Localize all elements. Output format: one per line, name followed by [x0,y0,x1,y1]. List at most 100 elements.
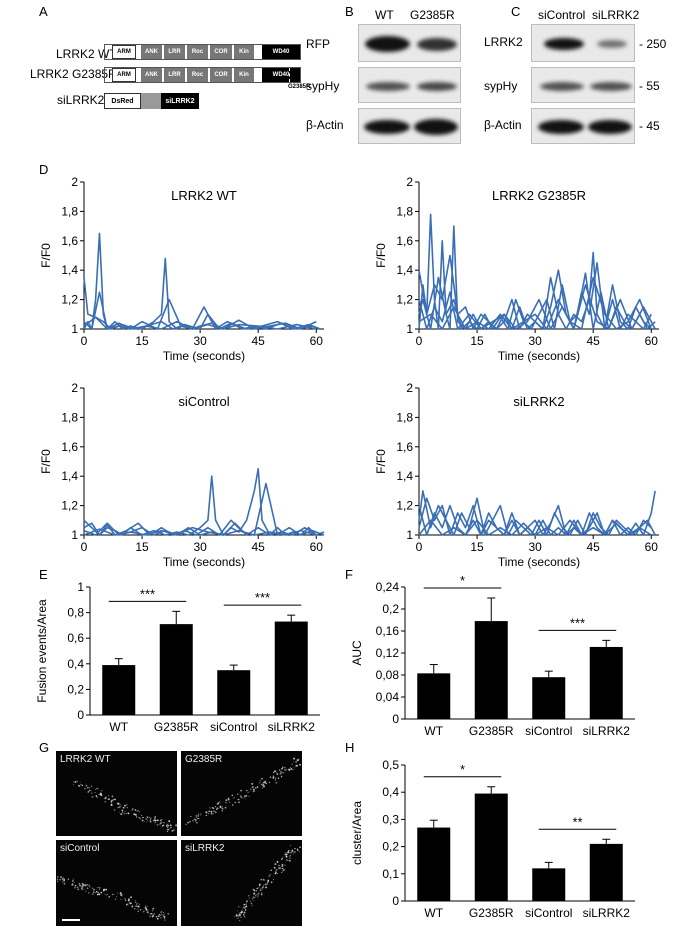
punctum [237,915,239,917]
panel-letter-d: D [39,162,49,177]
mutation-label: G2385R [288,84,311,90]
punctum [270,869,273,872]
punctum [267,879,270,882]
punctum [136,904,137,906]
punctum [109,895,111,898]
punctum [139,817,142,820]
punctum [95,890,98,893]
punctum [137,809,139,812]
punctum [244,916,246,918]
punctum [210,810,213,813]
punctum [296,759,299,762]
punctum [80,784,82,786]
punctum [98,886,101,889]
punctum [131,809,133,811]
punctum [155,820,157,821]
bar [532,677,566,719]
punctum [281,867,284,870]
punctum [170,825,172,827]
punctum [279,772,282,775]
punctum [274,779,277,781]
panel-letter-e: E [39,567,48,582]
x-tick-label: 45 [252,334,266,348]
punctum [77,888,79,891]
punctum [258,883,261,886]
punctum [243,903,245,906]
punctum [149,818,152,820]
punctum [219,806,222,809]
punctum [154,819,157,822]
punctum [161,825,164,827]
punctum [290,845,291,847]
punctum [251,897,254,900]
punctum [142,816,144,819]
punctum [101,790,103,792]
x-tick-label: 60 [645,334,659,348]
blot-band [365,36,410,52]
punctum [272,879,275,881]
punctum [91,792,93,794]
punctum [280,771,283,774]
punctum [136,816,138,818]
y-tick-label: 0,1 [382,867,399,881]
punctum [248,896,250,898]
punctum [56,880,59,883]
punctum [63,878,66,880]
punctum [265,886,268,889]
panel-letter-h: H [345,740,355,755]
blot-band [597,40,627,48]
blot-strip-lrrk2 [531,24,635,62]
punctum [168,820,171,823]
punctum [288,856,290,858]
punctum [152,819,155,822]
punctum [289,857,291,859]
x-tick-label: 15 [470,334,484,348]
punctum [81,885,84,888]
punctum [291,849,294,852]
y-tick-label: 0,2 [382,602,399,616]
punctum [95,788,98,790]
punctum [258,781,261,784]
punctum [238,913,241,916]
punctum [97,797,99,799]
punctum [284,853,287,856]
y-tick-label: 0,04 [376,690,400,704]
trace-line [418,490,656,536]
punctum [83,888,85,890]
blot-column-label: siLRRK2 [592,8,640,22]
punctum [163,915,166,918]
x-axis-label: Time (seconds) [498,555,580,569]
punctum [152,914,154,917]
punctum [240,795,242,797]
punctum [272,775,275,778]
punctum [105,797,107,799]
punctum [194,820,197,822]
punctum [246,789,248,792]
x-tick-label: 45 [252,540,266,554]
punctum [61,878,63,880]
punctum [91,785,92,787]
y-tick-label: 1,2 [61,499,78,513]
significance-label: ** [572,814,582,829]
punctum [240,789,242,792]
punctum [287,859,289,861]
x-tick-label: 30 [528,334,542,348]
punctum [137,905,140,908]
punctum [268,875,270,878]
punctum [124,898,126,900]
punctum [160,916,162,919]
punctum [284,769,286,771]
punctum [221,805,223,807]
punctum [290,851,292,854]
punctum [107,795,110,797]
punctum [81,884,83,886]
punctum [85,884,87,886]
x-axis-label: Time (seconds) [498,349,580,363]
punctum [98,793,100,796]
punctum [73,781,75,783]
punctum [72,884,74,886]
punctum [96,894,99,896]
punctum [151,913,153,915]
punctum [247,791,249,793]
punctum [146,816,149,819]
